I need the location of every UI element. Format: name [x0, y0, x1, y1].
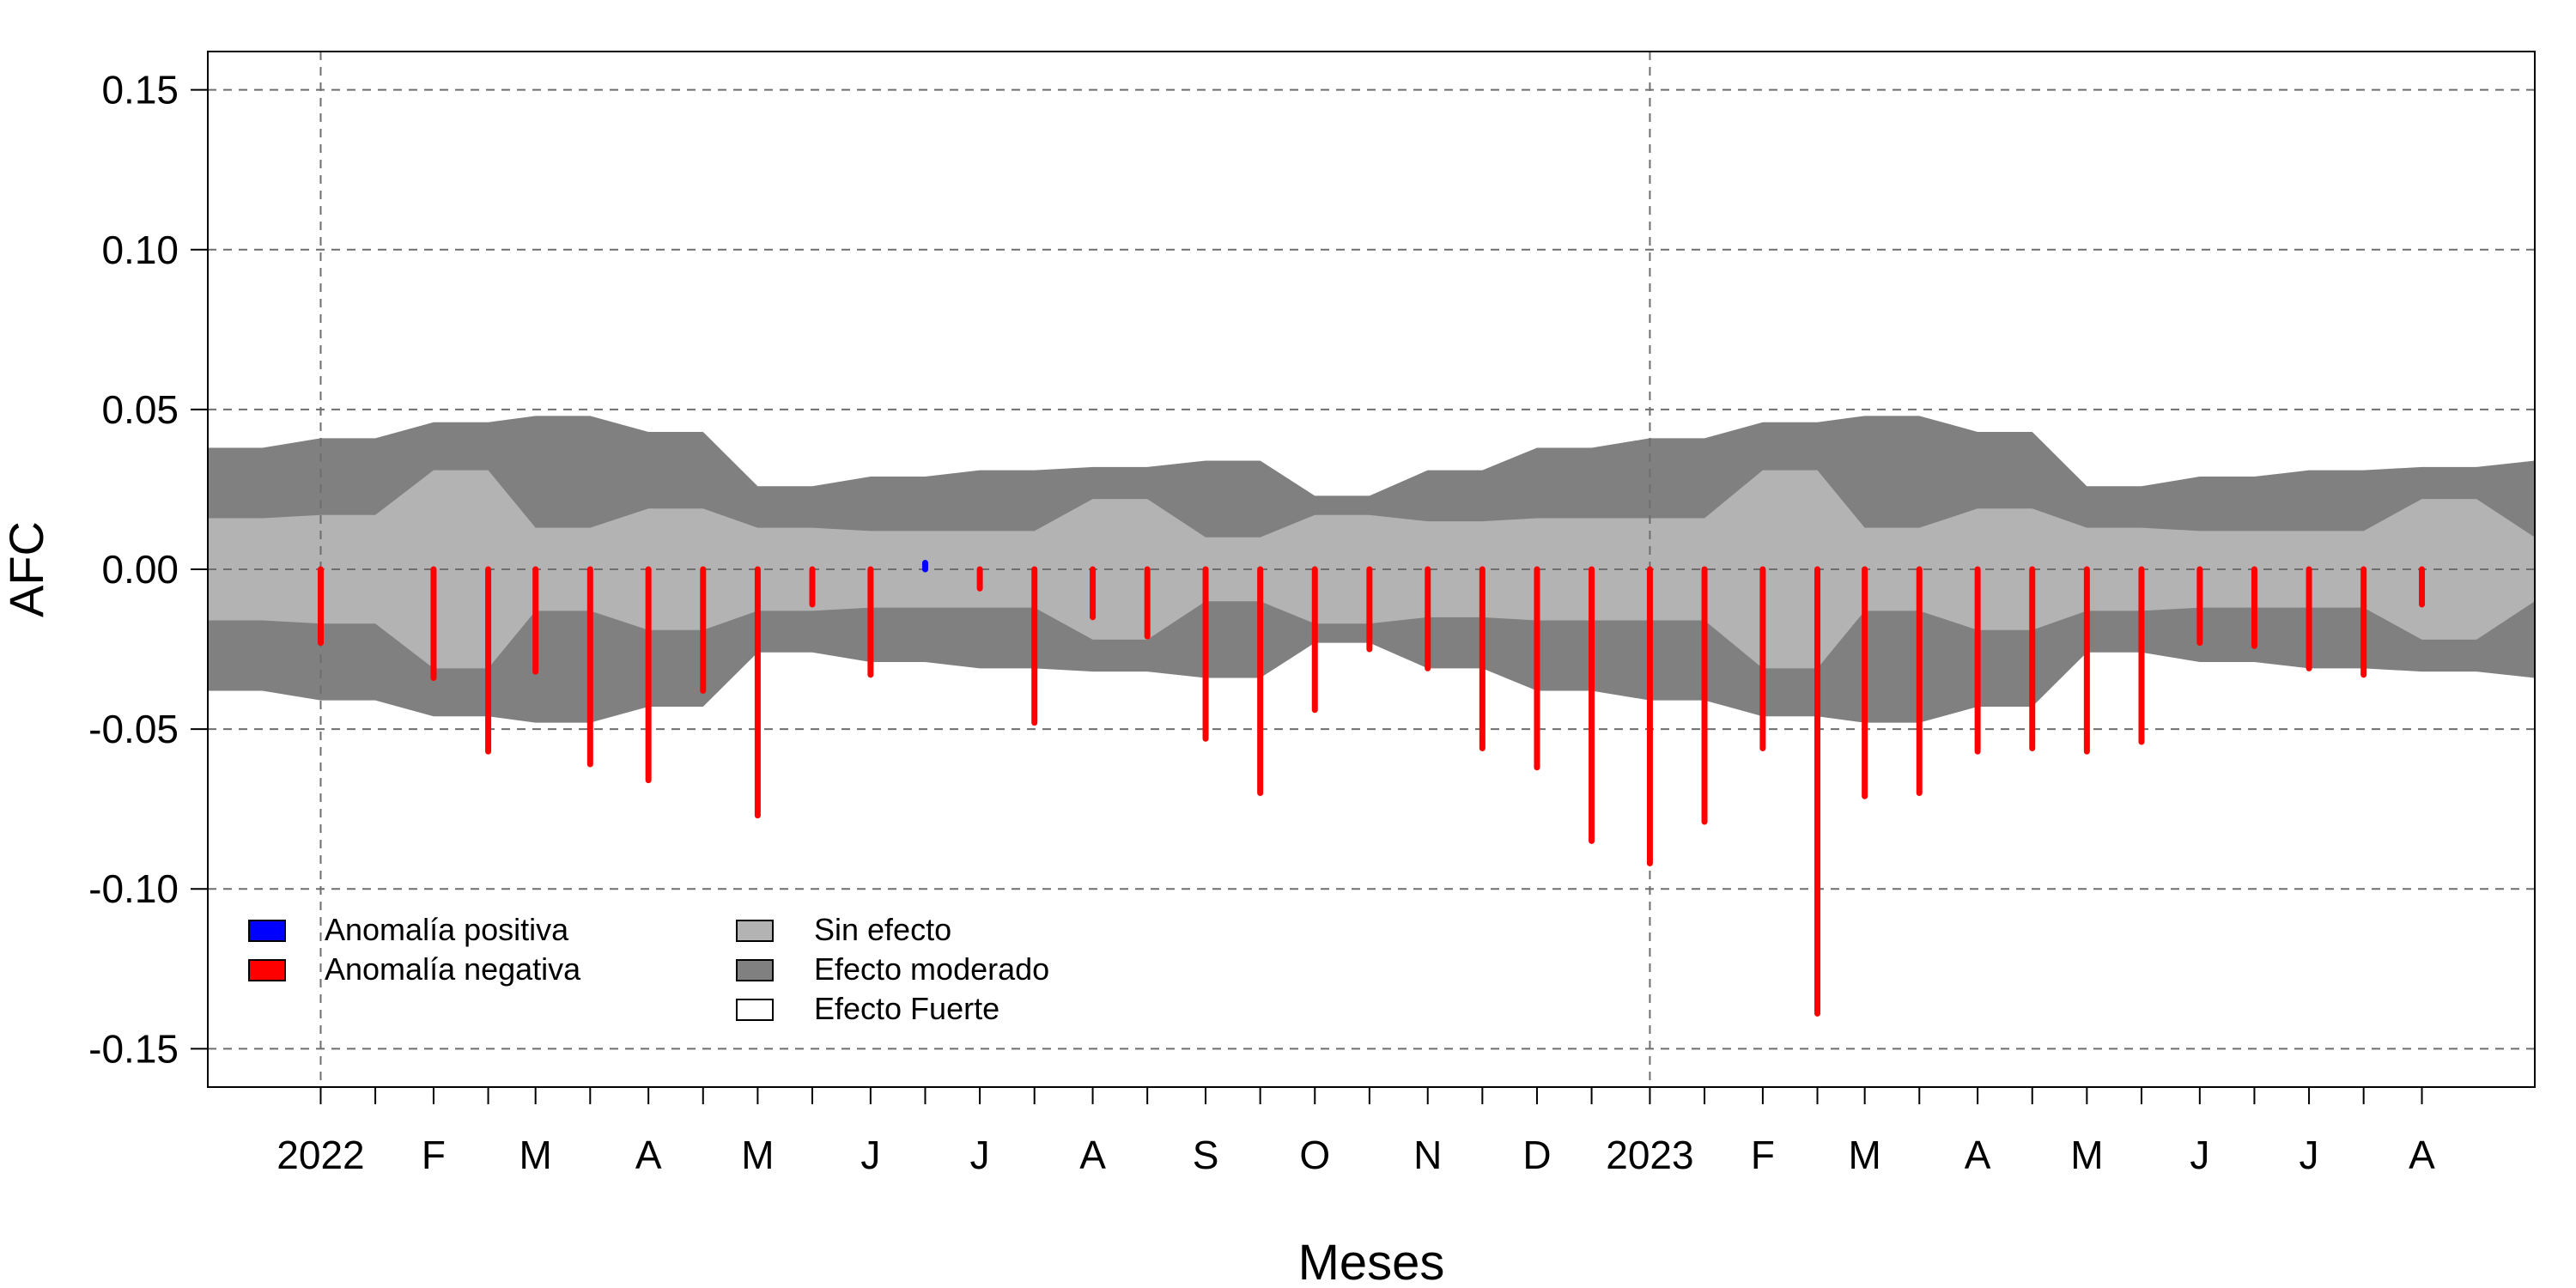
x-tick-label: S	[1193, 1133, 1219, 1177]
x-tick-label: 2022	[276, 1133, 364, 1177]
x-axis-label: Meses	[1298, 1235, 1445, 1288]
legend-swatch	[736, 920, 774, 942]
x-tick-label: J	[970, 1133, 990, 1177]
y-tick-label: -0.05	[88, 707, 179, 751]
y-tick-label: -0.10	[88, 866, 179, 911]
x-tick-label: M	[2070, 1133, 2103, 1177]
x-tick-label: A	[1965, 1133, 1991, 1177]
x-tick-label: A	[635, 1133, 662, 1177]
legend-swatch	[736, 959, 774, 981]
legend-swatch	[736, 999, 774, 1021]
x-tick-label: 2023	[1606, 1133, 1693, 1177]
anomaly-bars	[317, 560, 2426, 1017]
legend-swatch	[248, 920, 286, 942]
x-tick-label: M	[519, 1133, 552, 1177]
y-tick-label: 0.00	[101, 547, 179, 592]
legend-label: Anomalía negativa	[325, 951, 581, 987]
y-tick-label: 0.05	[101, 387, 179, 432]
x-tick-label: A	[1079, 1133, 1106, 1177]
x-tick-label: J	[2300, 1133, 2319, 1177]
x-axis: 2022 F M A M J J A S O N D 2023 F M A M J J A	[276, 1087, 2435, 1177]
legend-label: Efecto moderado	[814, 951, 1049, 987]
y-tick-label: 0.15	[101, 68, 179, 112]
y-tick-label: -0.15	[88, 1026, 179, 1071]
y-axis: -0.15 -0.10 -0.05 0.00 0.05 0.10 0.15	[88, 68, 208, 1071]
legend-label: Sin efecto	[814, 912, 951, 947]
legend-label: Efecto Fuerte	[814, 991, 999, 1026]
legend: Anomalía positiva Anomalía negativa Sin ef…	[248, 912, 1049, 1026]
x-tick-label: J	[860, 1133, 880, 1177]
y-tick-label: 0.10	[101, 228, 179, 272]
legend-label: Anomalía positiva	[325, 912, 569, 947]
x-tick-label: O	[1299, 1133, 1330, 1177]
x-tick-label: F	[422, 1133, 446, 1177]
x-tick-label: A	[2409, 1133, 2435, 1177]
y-axis-label: AFC	[0, 521, 53, 617]
x-tick-label: F	[1751, 1133, 1775, 1177]
x-tick-label: N	[1413, 1133, 1442, 1177]
x-tick-label: M	[1848, 1133, 1880, 1177]
x-tick-label: D	[1522, 1133, 1551, 1177]
legend-swatch	[248, 959, 286, 981]
x-tick-label: M	[741, 1133, 774, 1177]
x-tick-label: J	[2190, 1133, 2209, 1177]
